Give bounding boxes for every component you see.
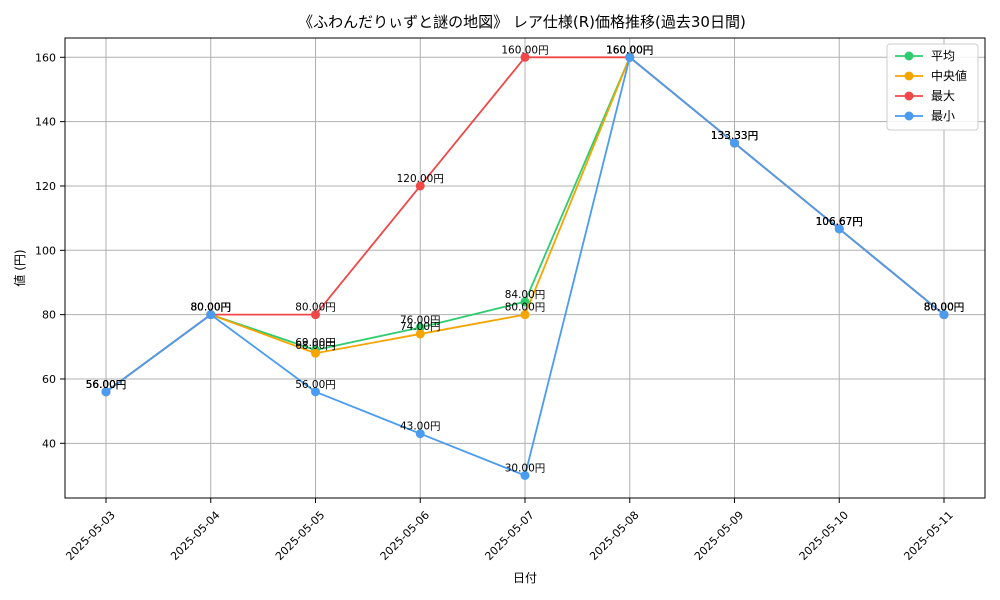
legend-marker (905, 92, 914, 101)
legend-marker (905, 52, 914, 61)
data-label: 56.00円 (86, 379, 127, 391)
data-label: 84.00円 (505, 289, 546, 301)
data-label: 43.00円 (400, 421, 441, 433)
data-label: 30.00円 (505, 462, 546, 474)
legend-label: 最大 (931, 89, 955, 103)
data-label: 106.67円 (816, 216, 863, 228)
chart-title: 《ふわんだりぃずと謎の地図》 レア仕様(R)価格推移(過去30日間) (298, 13, 746, 31)
y-tick-label: 100 (35, 244, 56, 257)
data-label: 80.00円 (505, 302, 546, 314)
legend-marker (905, 112, 914, 121)
legend-label: 中央値 (931, 68, 967, 83)
data-label: 80.00円 (924, 302, 965, 314)
data-label: 74.00円 (400, 321, 441, 333)
y-tick-label: 120 (35, 180, 56, 193)
data-label: 68.00円 (295, 340, 336, 352)
data-label: 120.00円 (397, 173, 444, 185)
data-label: 133.33円 (711, 130, 758, 142)
legend-label: 最小 (931, 109, 955, 123)
y-tick-label: 40 (42, 437, 56, 450)
y-tick-label: 80 (42, 309, 56, 322)
legend-label: 平均 (931, 49, 955, 63)
data-label: 80.00円 (295, 302, 336, 314)
legend-marker (905, 72, 914, 81)
y-tick-label: 60 (42, 373, 56, 386)
data-label: 56.00円 (295, 379, 336, 391)
x-axis-label: 日付 (513, 571, 537, 585)
data-label: 160.00円 (606, 44, 653, 56)
price-trend-chart: 《ふわんだりぃずと謎の地図》 レア仕様(R)価格推移(過去30日間) 2025-… (0, 0, 1000, 600)
y-tick-label: 160 (35, 51, 56, 64)
y-tick-label: 140 (35, 116, 56, 129)
data-label: 80.00円 (190, 302, 231, 314)
data-label: 160.00円 (501, 44, 548, 56)
y-axis-label: 値 (円) (12, 249, 27, 286)
